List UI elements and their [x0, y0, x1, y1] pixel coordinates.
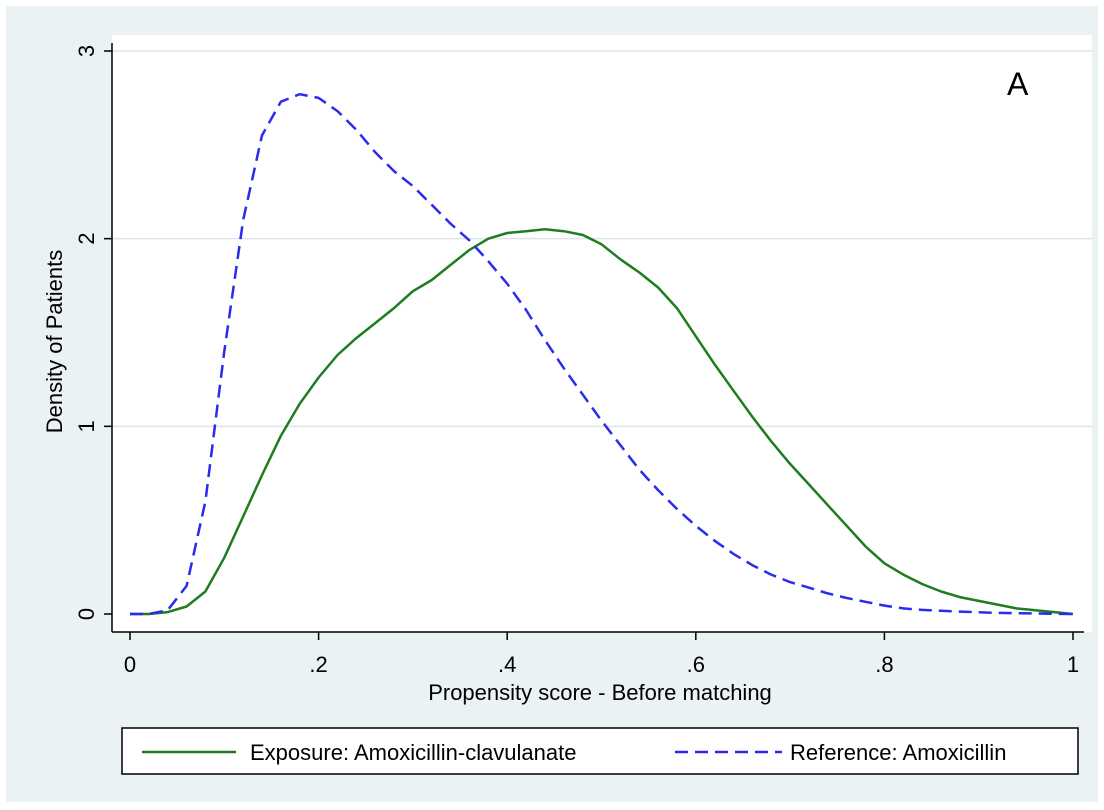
y-tick-label-3: 3 [74, 45, 99, 57]
y-tick-label-2: 2 [74, 233, 99, 245]
legend-label-0: Exposure: Amoxicillin-clavulanate [250, 740, 577, 765]
series-lines [130, 92, 1074, 616]
legend-box [121, 727, 1079, 775]
plot-area [112, 35, 1092, 632]
series-line-0 [130, 228, 1074, 616]
x-tick-label-4: .8 [875, 652, 893, 677]
x-axis-title: Propensity score - Before matching [428, 680, 772, 705]
x-tick-label-3: .6 [687, 652, 705, 677]
y-axis-title: Density of Patients [42, 250, 67, 433]
x-tick-label-1: .2 [309, 652, 327, 677]
legend-label-1: Reference: Amoxicillin [790, 740, 1006, 765]
panel-label: A [1007, 66, 1029, 102]
axes: 0 1 2 3 0 .2 .4 .6 .8 1 [74, 43, 1084, 677]
x-tick-label-5: 1 [1067, 652, 1079, 677]
gridlines [112, 50, 1092, 428]
legend: Exposure: Amoxicillin-clavulanate Referen… [121, 727, 1079, 775]
x-tick-label-0: 0 [124, 652, 136, 677]
y-tick-label-0: 0 [74, 608, 99, 620]
series-line-1 [130, 92, 1074, 616]
x-tick-label-2: .4 [498, 652, 516, 677]
y-tick-label-1: 1 [74, 420, 99, 432]
